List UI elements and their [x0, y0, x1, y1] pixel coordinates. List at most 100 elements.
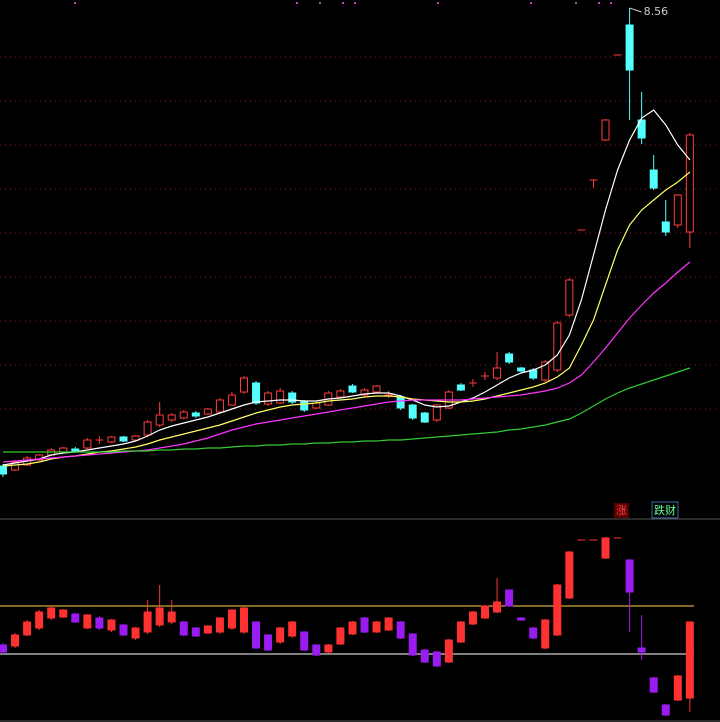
- candle-body: [601, 537, 610, 559]
- candle-body: [119, 436, 128, 442]
- candle-body: [565, 551, 574, 599]
- candle-body: [637, 119, 646, 139]
- candle-body: [143, 421, 152, 436]
- candle-body: [625, 24, 634, 71]
- candle-body: [360, 389, 369, 396]
- candle-body: [432, 651, 441, 667]
- candle-body: [336, 390, 345, 398]
- candle-body: [300, 631, 309, 651]
- candle-body: [23, 621, 32, 636]
- candles: [0, 537, 694, 716]
- candle-body: [191, 412, 200, 417]
- candle-body: [420, 412, 429, 423]
- candle-body: [649, 677, 658, 693]
- panel-label: 涨: [616, 504, 627, 517]
- candle-body: [649, 169, 658, 189]
- candle-body: [685, 621, 694, 699]
- candle-body: [47, 607, 56, 619]
- panel-label-box: [651, 501, 679, 519]
- candle-body: [191, 627, 200, 637]
- candle-body: [565, 279, 574, 316]
- candle-body: [517, 367, 526, 372]
- candle-body: [432, 404, 441, 421]
- dot: [354, 2, 356, 4]
- candle-body: [167, 611, 176, 623]
- candle-body: [372, 385, 381, 393]
- dot: [437, 2, 439, 4]
- candle-body: [131, 627, 140, 639]
- candle-body: [95, 617, 104, 629]
- candle-body: [215, 617, 224, 633]
- candle-body: [505, 589, 514, 607]
- candle-body: [541, 619, 550, 649]
- candle-body: [661, 704, 670, 716]
- candle-body: [276, 627, 285, 643]
- max-pointer: [629, 7, 642, 13]
- max-label: 8.56: [644, 5, 669, 18]
- candle-body: [493, 601, 502, 613]
- candle-body: [227, 394, 236, 406]
- candle-body: [360, 617, 369, 633]
- candle-body: [179, 411, 188, 419]
- candle-body: [203, 408, 212, 415]
- dot: [296, 2, 298, 4]
- candle-body: [300, 401, 309, 411]
- candle-body: [288, 392, 297, 403]
- dot: [598, 2, 600, 4]
- candle-body: [131, 435, 140, 441]
- candle-body: [203, 625, 212, 634]
- panel-label: 跌财: [654, 503, 676, 517]
- candle-body: [396, 396, 405, 409]
- candle-body: [456, 621, 465, 643]
- candle-body: [215, 399, 224, 413]
- candle-body: [0, 465, 7, 475]
- candle-body: [264, 634, 273, 651]
- candle-body: [372, 621, 381, 633]
- candle-body: [637, 647, 646, 653]
- candle-body: [288, 621, 297, 637]
- candle-body: [384, 617, 393, 631]
- candle-body: [0, 644, 7, 653]
- candle-body: [59, 609, 68, 618]
- candle-body: [673, 194, 682, 226]
- panel-label-box: [614, 503, 629, 518]
- candle-body: [227, 609, 236, 629]
- candle-body: [71, 613, 80, 623]
- candle-body: [312, 644, 321, 656]
- dot: [575, 2, 577, 4]
- candle-body: [348, 385, 357, 393]
- candle-body: [240, 377, 248, 393]
- ma-line: [2, 109, 691, 466]
- ma-line: [2, 261, 691, 463]
- candle-body: [529, 627, 538, 639]
- candle-body: [468, 611, 477, 625]
- candle-body: [155, 607, 164, 626]
- candle-body: [420, 649, 429, 663]
- dot: [610, 2, 612, 4]
- candle-body: [155, 414, 164, 426]
- dot: [74, 2, 76, 4]
- candle-body: [11, 461, 20, 471]
- candle-body: [553, 584, 562, 636]
- candle-body: [348, 621, 357, 635]
- candle-body: [107, 436, 116, 443]
- candles: [0, 8, 694, 477]
- candle-body: [336, 627, 345, 645]
- candle-body: [107, 619, 116, 631]
- ma-line: [2, 171, 691, 467]
- candle-body: [119, 624, 128, 636]
- candle-body: [408, 404, 417, 419]
- candle-body: [143, 611, 152, 633]
- ma-line: [3, 367, 691, 453]
- candle-body: [264, 392, 273, 405]
- candle-body: [276, 390, 285, 404]
- candle-body: [167, 414, 176, 421]
- candle-body: [493, 367, 502, 379]
- candle-body: [481, 605, 489, 619]
- candle-body: [601, 119, 610, 141]
- candle-body: [240, 607, 248, 633]
- candle-body: [83, 439, 92, 449]
